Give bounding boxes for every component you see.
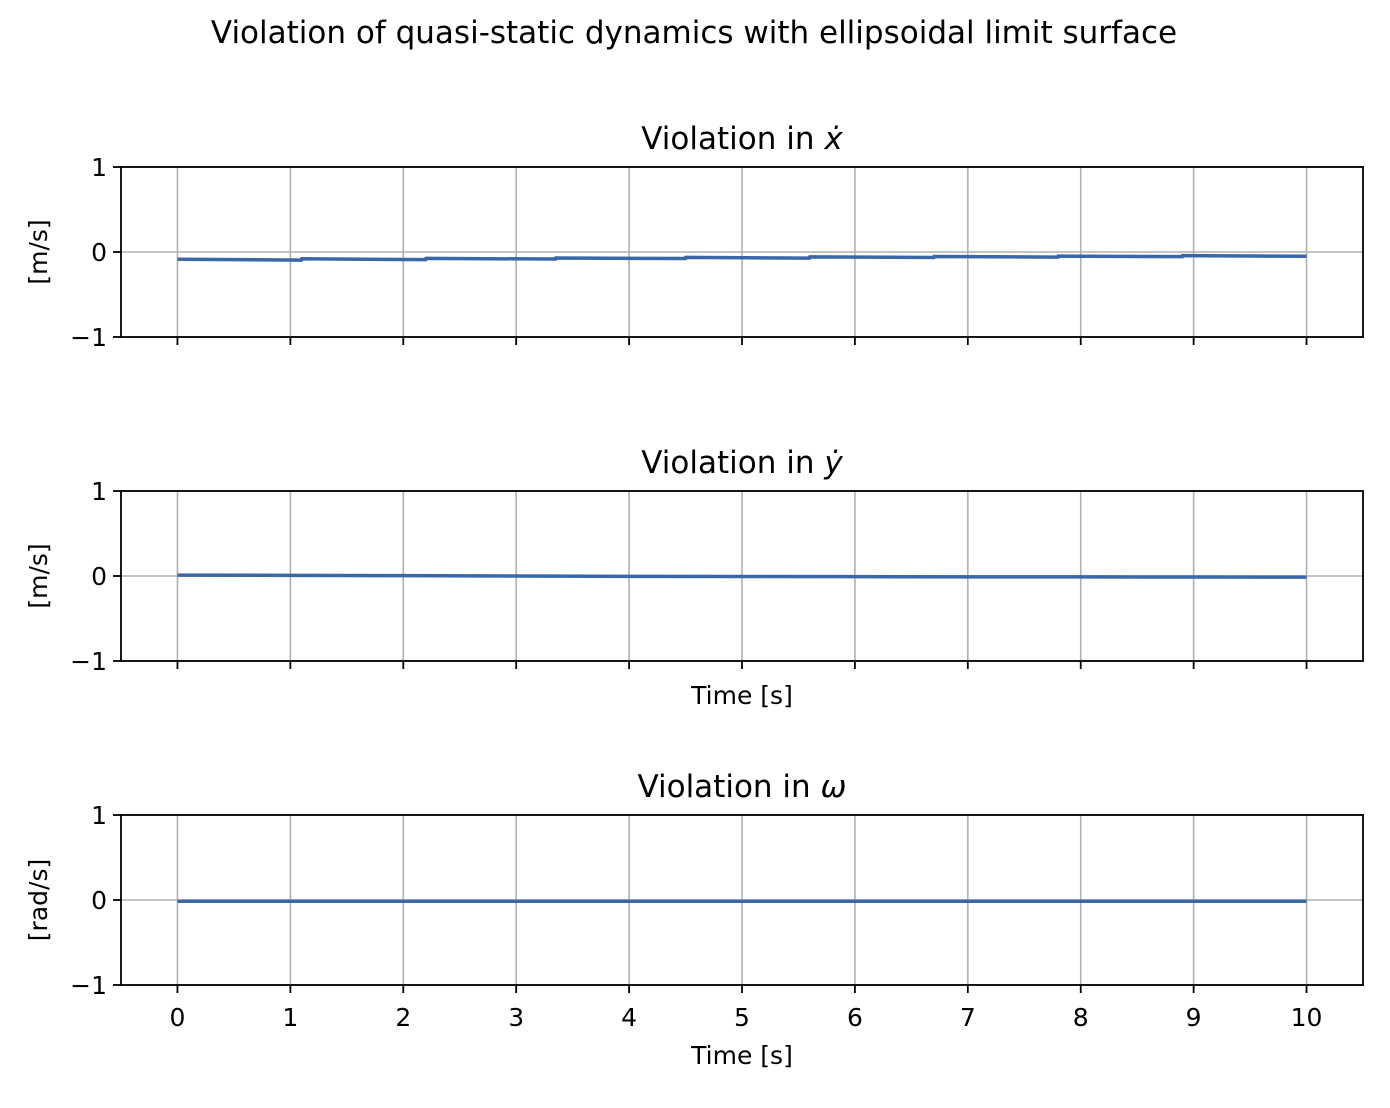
y-tick-label: 1 (91, 153, 107, 182)
x-tick-label: 8 (1073, 1003, 1089, 1032)
x-tick-label: 10 (1291, 1003, 1323, 1032)
subplot-title-symbol: ω (821, 769, 847, 805)
subplot-title-prefix: Violation in (641, 445, 824, 481)
subplot-title-prefix: Violation in (641, 121, 824, 157)
y-tick-label: −1 (70, 647, 107, 676)
y-tick-label: 0 (91, 238, 107, 267)
x-tick-label: 6 (847, 1003, 863, 1032)
y-axis-label: [m/s] (24, 543, 53, 608)
x-tick-label: 0 (170, 1003, 186, 1032)
x-axis-label: Time [s] (690, 1041, 793, 1070)
y-tick-label: 1 (91, 477, 107, 506)
y-tick-label: 0 (91, 562, 107, 591)
y-axis-label: [rad/s] (24, 859, 53, 941)
y-tick-label: 0 (91, 886, 107, 915)
y-axis-label: [m/s] (24, 219, 53, 284)
y-tick-label: −1 (70, 971, 107, 1000)
subplot-2: −1 0 1 Violation in ẏ [m/s] Time [s] (24, 445, 1364, 710)
y-tick-label: 1 (91, 801, 107, 830)
x-tick-label: 9 (1186, 1003, 1202, 1032)
subplot-3: 0 1 2 3 4 5 6 7 8 9 10 −1 0 1 Violation in ω [rad/s] Tim… (24, 769, 1364, 1070)
x-axis-label: Time [s] (690, 681, 793, 710)
subplot-title-symbol: ẏ (823, 445, 843, 481)
subplot-1: −1 0 1 Violation in ẋ [m/s] (24, 121, 1364, 352)
subplot-title: Violation in ẏ (641, 445, 843, 481)
figure-title: Violation of quasi-static dynamics with … (211, 15, 1177, 51)
x-tick-label: 7 (960, 1003, 976, 1032)
subplot-title-symbol: ẋ (823, 121, 843, 157)
x-tick-label: 3 (508, 1003, 524, 1032)
series-line-1 (177, 253, 1307, 262)
x-tick-label: 1 (282, 1003, 298, 1032)
subplot-title: Violation in ẋ (641, 121, 843, 157)
x-tick-label: 2 (395, 1003, 411, 1032)
subplot-title-prefix: Violation in (637, 769, 820, 805)
subplots: −1 0 1 Violation in ẋ [m/s] −1 0 1 Violation in … (24, 121, 1364, 1070)
subplot-title: Violation in ω (637, 769, 846, 805)
series-line-1 (177, 573, 1307, 579)
x-tick-label: 5 (734, 1003, 750, 1032)
x-tick-label: 4 (621, 1003, 637, 1032)
y-tick-label: −1 (70, 323, 107, 352)
